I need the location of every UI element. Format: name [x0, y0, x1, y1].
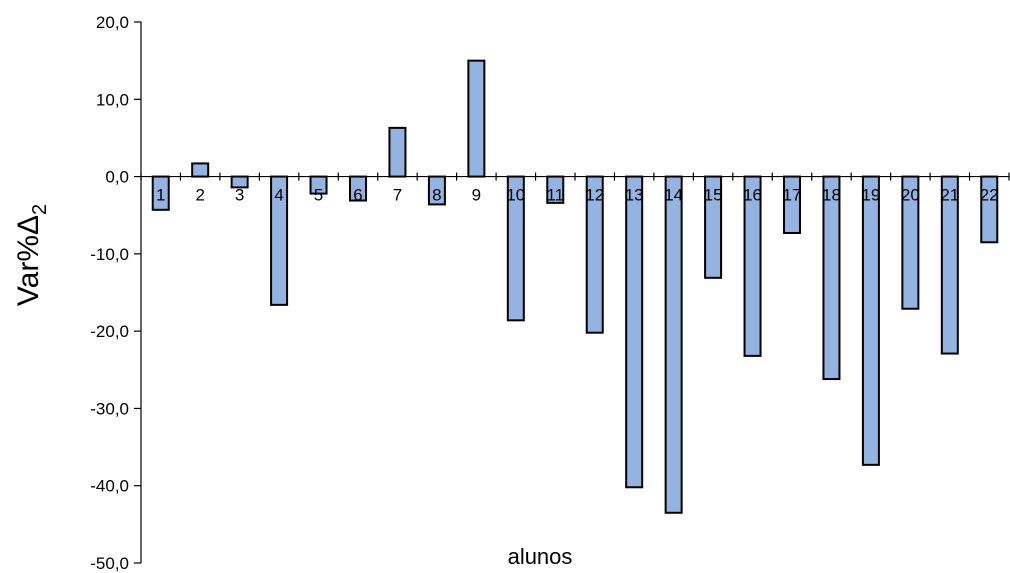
- x-category-label: 21: [940, 186, 959, 205]
- bars: [151, 59, 999, 514]
- x-category-label: 13: [625, 186, 644, 205]
- category-labels: 1 2 3 4 5 6 7 8 9 10 11 12 13 14 15 16 17 18 19 20 21 22: [156, 186, 999, 205]
- y-tick-label: -20,0: [90, 322, 129, 341]
- x-category-label: 10: [506, 186, 525, 205]
- x-category-label: 6: [353, 186, 362, 205]
- bar: [388, 126, 407, 178]
- y-tick-label: 0,0: [105, 168, 129, 187]
- x-category-label: 20: [901, 186, 920, 205]
- x-category-label: 12: [585, 186, 604, 205]
- y-tick-label: -10,0: [90, 245, 129, 264]
- x-category-label: 3: [235, 186, 244, 205]
- y-axis: 20,0 10,0 0,0 -10,0 -20,0 -30,0 -40,0 -50,0: [90, 13, 142, 573]
- x-category-label: 5: [314, 186, 323, 205]
- bar: [191, 162, 210, 178]
- y-tick-label: -50,0: [90, 554, 129, 573]
- x-category-label: 1: [156, 186, 165, 205]
- x-category-label: 2: [195, 186, 204, 205]
- x-category-label: 7: [393, 186, 402, 205]
- x-category-label: 16: [743, 186, 762, 205]
- x-category-label: 17: [783, 186, 802, 205]
- x-category-label: 15: [704, 186, 723, 205]
- y-tick-label: 20,0: [96, 13, 129, 32]
- x-category-label: 22: [980, 186, 999, 205]
- x-category-label: 18: [822, 186, 841, 205]
- x-category-label: 14: [664, 186, 683, 205]
- bar: [467, 59, 486, 178]
- y-tick-label: 10,0: [96, 90, 129, 109]
- x-category-label: 19: [861, 186, 880, 205]
- x-category-label: 9: [472, 186, 481, 205]
- x-category-label: 11: [546, 186, 564, 205]
- bar: [625, 175, 644, 489]
- bar: [822, 175, 841, 381]
- y-tick-label: -40,0: [90, 477, 129, 496]
- y-axis-title-main: Var%Δ: [12, 215, 45, 306]
- zero-axis: [140, 172, 1010, 181]
- bar: [664, 175, 683, 514]
- x-axis-title: alunos: [508, 544, 573, 569]
- bar: [861, 175, 880, 466]
- y-axis-title: Var%Δ2: [12, 204, 51, 306]
- x-category-label: 8: [432, 186, 441, 205]
- y-tick-label: -30,0: [90, 399, 129, 418]
- x-category-label: 4: [274, 186, 283, 205]
- y-axis-title-subscript: 2: [29, 204, 51, 215]
